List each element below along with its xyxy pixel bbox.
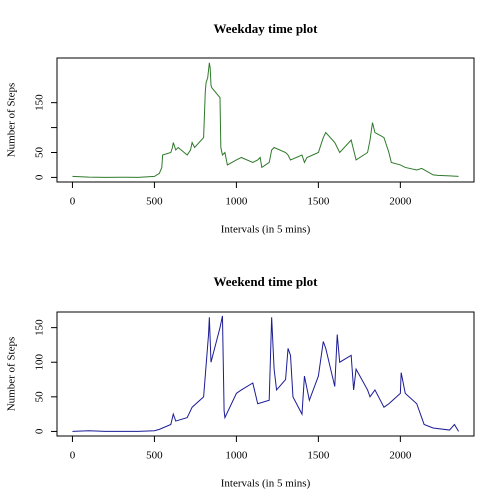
y-tick-label: 0	[34, 428, 46, 434]
y-tick-label: 150	[34, 94, 46, 111]
x-tick-label: 500	[146, 450, 163, 462]
y-axis-label: Number of Steps	[6, 337, 18, 412]
x-tick-label: 0	[70, 196, 76, 208]
y-tick-label: 150	[34, 319, 46, 336]
y-tick-label: 100	[34, 353, 46, 370]
data-line	[72, 62, 459, 178]
chart-title: Weekday time plot	[214, 21, 319, 36]
data-line	[72, 315, 459, 432]
y-tick-label: 0	[34, 174, 46, 180]
x-tick-label: 0	[70, 450, 76, 462]
x-tick-label: 500	[146, 196, 163, 208]
y-axis-label: Number of Steps	[6, 83, 18, 158]
x-tick-label: 1500	[307, 450, 330, 462]
x-tick-label: 1500	[307, 196, 330, 208]
plot-box	[56, 57, 475, 183]
x-axis-label: Intervals (in 5 mins)	[221, 224, 311, 236]
x-tick-label: 2000	[389, 450, 412, 462]
x-tick-label: 1000	[225, 450, 248, 462]
x-tick-label: 2000	[389, 196, 412, 208]
x-axis-label: Intervals (in 5 mins)	[221, 478, 311, 490]
x-tick-label: 1000	[225, 196, 248, 208]
y-tick-label: 50	[34, 391, 46, 403]
chart-title: Weekend time plot	[214, 274, 319, 289]
plot-box	[56, 311, 475, 437]
y-tick-label: 50	[34, 146, 46, 158]
